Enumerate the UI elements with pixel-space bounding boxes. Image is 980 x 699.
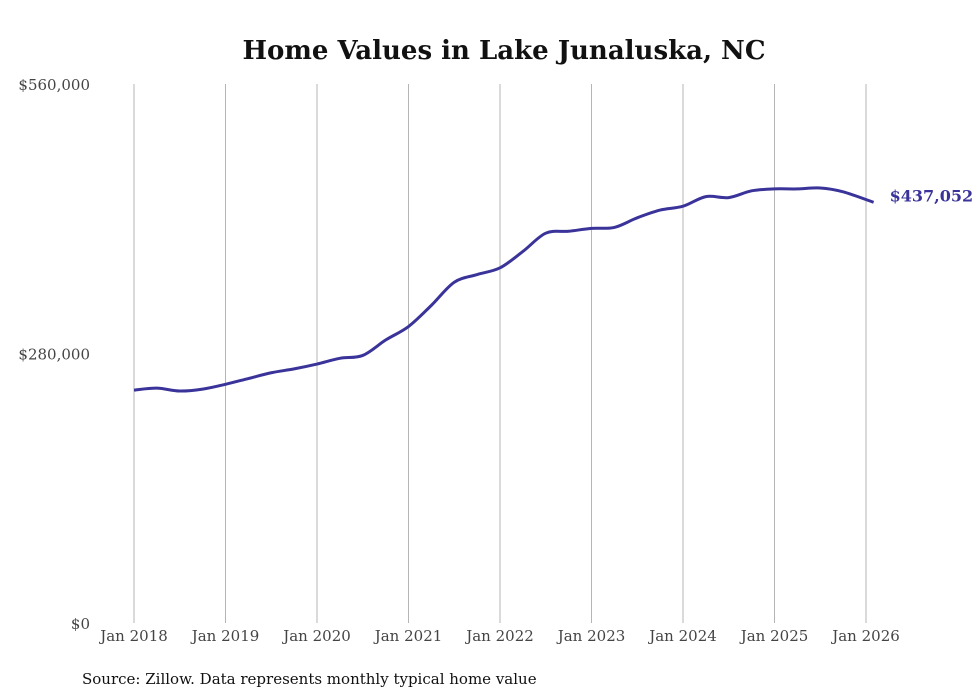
- y-tick-label: $560,000: [18, 76, 90, 94]
- x-tick-label: Jan 2020: [281, 627, 351, 645]
- x-tick-label: Jan 2021: [373, 627, 443, 645]
- source-note: Source: Zillow. Data represents monthly …: [82, 670, 537, 688]
- x-tick-label: Jan 2018: [98, 627, 168, 645]
- y-tick-label: $280,000: [18, 346, 90, 364]
- x-tick-label: Jan 2019: [190, 627, 260, 645]
- series-line: [133, 186, 875, 393]
- x-tick-label: Jan 2025: [739, 627, 809, 645]
- y-tick-label: $0: [71, 615, 90, 633]
- x-tick-label: Jan 2024: [647, 627, 717, 645]
- x-tick-label: Jan 2022: [464, 627, 534, 645]
- end-value-label: $437,052: [890, 186, 974, 205]
- chart-title: Home Values in Lake Junaluska, NC: [242, 36, 765, 66]
- x-tick-label: Jan 2023: [556, 627, 626, 645]
- x-tick-label: Jan 2026: [830, 627, 900, 645]
